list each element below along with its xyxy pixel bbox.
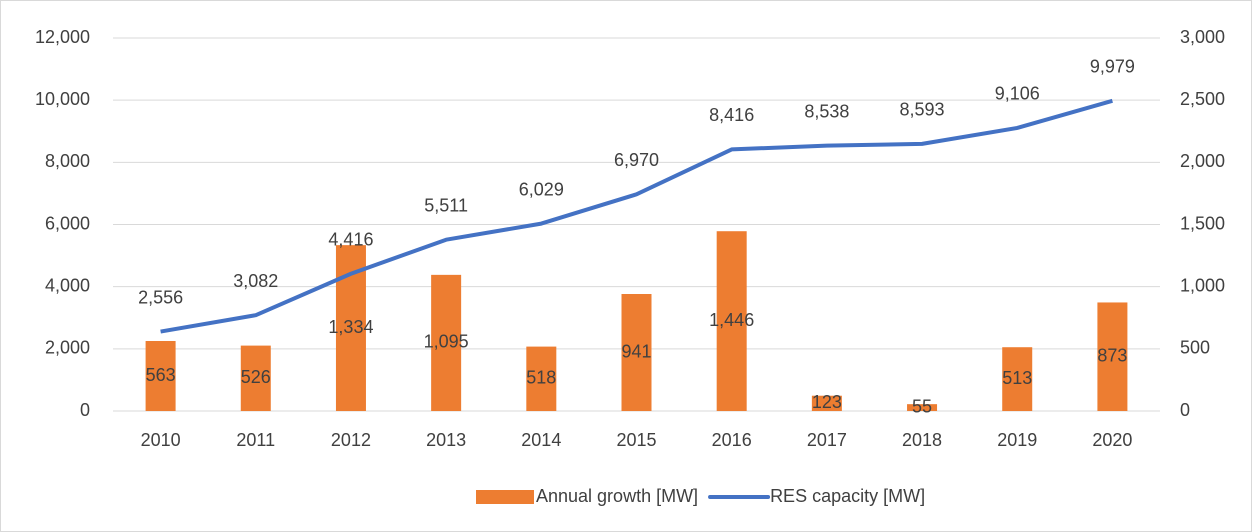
data-label: 6,970 <box>614 150 659 170</box>
bar <box>1097 302 1128 411</box>
data-label: 3,082 <box>233 271 278 291</box>
data-label: 513 <box>1002 368 1032 388</box>
x-tick-label: 2017 <box>807 430 847 450</box>
bar <box>240 345 271 411</box>
data-label: 8,538 <box>804 101 849 121</box>
legend-label: Annual growth [MW] <box>536 486 698 506</box>
y-tick-label: 0 <box>80 400 90 420</box>
data-label: 1,334 <box>328 317 373 337</box>
x-tick-label: 2010 <box>141 430 181 450</box>
y2-tick-label: 0 <box>1180 400 1190 420</box>
data-label: 873 <box>1097 345 1127 365</box>
y-tick-label: 8,000 <box>45 151 90 171</box>
bar <box>907 404 938 411</box>
data-label: 563 <box>146 365 176 385</box>
y-tick-label: 12,000 <box>35 27 90 47</box>
data-label: 518 <box>526 368 556 388</box>
x-tick-label: 2018 <box>902 430 942 450</box>
x-tick-label: 2016 <box>712 430 752 450</box>
data-label: 8,593 <box>900 100 945 120</box>
y2-tick-label: 2,500 <box>1180 89 1225 109</box>
data-label: 5,511 <box>424 195 468 215</box>
bar <box>431 274 462 411</box>
y2-tick-label: 500 <box>1180 338 1210 358</box>
data-label: 1,446 <box>709 310 754 330</box>
bar <box>1002 347 1033 411</box>
y-tick-label: 2,000 <box>45 338 90 358</box>
line <box>160 98 1113 334</box>
x-tick-label: 2019 <box>997 430 1037 450</box>
data-label: 9,106 <box>995 84 1040 104</box>
x-tick-label: 2011 <box>236 430 275 450</box>
legend-label: RES capacity [MW] <box>770 486 925 506</box>
y-tick-label: 4,000 <box>45 275 90 295</box>
x-tick-label: 2015 <box>616 430 656 450</box>
bar <box>526 346 557 411</box>
data-label: 526 <box>241 367 271 387</box>
y2-tick-label: 1,000 <box>1180 275 1225 295</box>
data-label: 941 <box>621 341 651 361</box>
legend-swatch <box>476 490 534 504</box>
x-tick-label: 2013 <box>426 430 466 450</box>
bar <box>716 231 747 411</box>
data-label: 55 <box>912 396 932 416</box>
y-tick-label: 6,000 <box>45 213 90 233</box>
y2-tick-label: 2,000 <box>1180 151 1225 171</box>
y2-tick-label: 1,500 <box>1180 213 1225 233</box>
bar <box>811 395 842 411</box>
data-label: 1,095 <box>424 332 469 352</box>
data-label: 8,416 <box>709 105 754 125</box>
x-tick-label: 2012 <box>331 430 371 450</box>
x-tick-label: 2014 <box>521 430 561 450</box>
bar <box>145 341 176 411</box>
data-label: 123 <box>812 392 842 412</box>
data-label: 2,556 <box>138 287 183 307</box>
data-label: 9,979 <box>1090 57 1135 77</box>
x-tick-label: 2020 <box>1092 430 1132 450</box>
bar <box>621 294 652 411</box>
y-tick-label: 10,000 <box>35 89 90 109</box>
y2-tick-label: 3,000 <box>1180 27 1225 47</box>
data-label: 6,029 <box>519 179 564 199</box>
data-label: 4,416 <box>328 229 373 249</box>
